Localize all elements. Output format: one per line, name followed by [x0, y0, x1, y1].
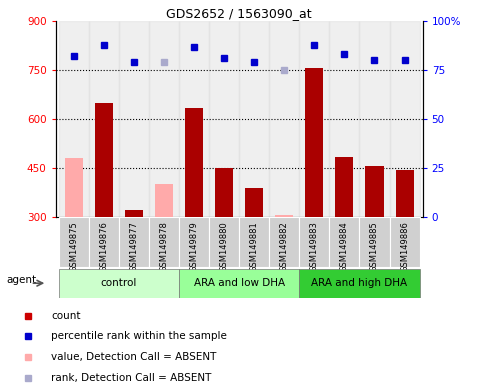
Bar [179, 269, 299, 298]
Bar [359, 21, 389, 217]
Text: GSM149875: GSM149875 [69, 221, 78, 272]
Text: GSM149883: GSM149883 [310, 221, 319, 272]
Bar [269, 21, 299, 217]
Bar [65, 158, 83, 217]
Bar [155, 184, 173, 217]
Text: percentile rank within the sample: percentile rank within the sample [51, 331, 227, 341]
Bar [299, 217, 329, 267]
Bar [329, 217, 359, 267]
Bar [239, 217, 269, 267]
Bar [275, 215, 293, 217]
Bar [209, 217, 239, 267]
Bar [125, 210, 143, 217]
Text: count: count [51, 311, 81, 321]
Bar [58, 21, 89, 217]
Bar [215, 168, 233, 217]
Text: GSM149881: GSM149881 [250, 221, 258, 272]
Bar [335, 157, 354, 217]
Bar [209, 21, 239, 217]
Text: GSM149882: GSM149882 [280, 221, 289, 272]
Bar [305, 68, 323, 217]
Text: value, Detection Call = ABSENT: value, Detection Call = ABSENT [51, 352, 217, 362]
Title: GDS2652 / 1563090_at: GDS2652 / 1563090_at [166, 7, 312, 20]
Bar [389, 217, 420, 267]
Bar [58, 217, 89, 267]
Text: agent: agent [7, 275, 37, 285]
Bar [299, 269, 420, 298]
Text: GSM149884: GSM149884 [340, 221, 349, 272]
Bar [366, 166, 384, 217]
Text: control: control [100, 278, 137, 288]
Bar [239, 21, 269, 217]
Bar [245, 188, 263, 217]
Bar [179, 217, 209, 267]
Bar [269, 217, 299, 267]
Bar [119, 217, 149, 267]
Text: GSM149878: GSM149878 [159, 221, 169, 272]
Text: GSM149877: GSM149877 [129, 221, 138, 272]
Text: GSM149886: GSM149886 [400, 221, 409, 272]
Bar [119, 21, 149, 217]
Bar [149, 21, 179, 217]
Bar [89, 21, 119, 217]
Text: GSM149879: GSM149879 [189, 221, 199, 272]
Bar [149, 217, 179, 267]
Bar [359, 217, 389, 267]
Bar [179, 21, 209, 217]
Bar [396, 170, 413, 217]
Bar [389, 21, 420, 217]
Bar [185, 108, 203, 217]
Bar [299, 21, 329, 217]
Bar [329, 21, 359, 217]
Text: ARA and high DHA: ARA and high DHA [312, 278, 408, 288]
Bar [58, 269, 179, 298]
Text: GSM149880: GSM149880 [220, 221, 228, 272]
Text: ARA and low DHA: ARA and low DHA [194, 278, 284, 288]
Bar [95, 103, 113, 217]
Text: GSM149876: GSM149876 [99, 221, 108, 272]
Bar [89, 217, 119, 267]
Text: GSM149885: GSM149885 [370, 221, 379, 272]
Text: rank, Detection Call = ABSENT: rank, Detection Call = ABSENT [51, 373, 212, 383]
